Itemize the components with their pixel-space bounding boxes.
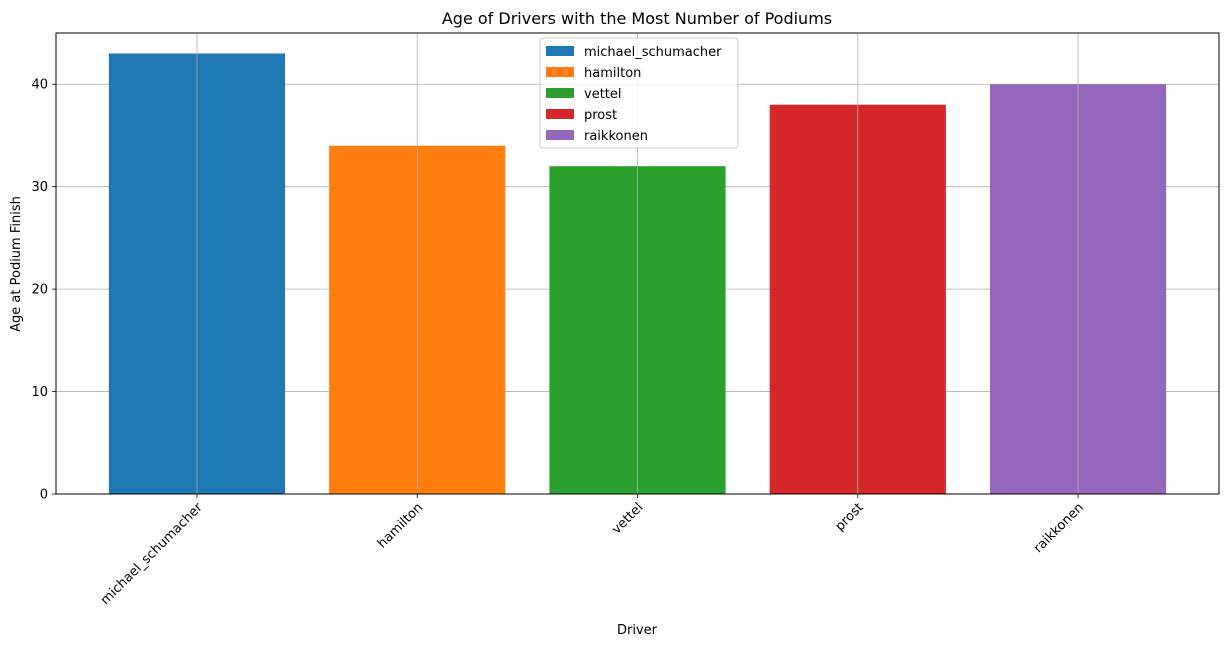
- x-tick-label: vettel: [609, 500, 646, 537]
- chart-title: Age of Drivers with the Most Number of P…: [442, 9, 832, 28]
- legend-box: [539, 37, 739, 149]
- y-tick-label: 30: [31, 180, 48, 195]
- legend: michael_schumacher hamilton vettel prost rai…: [539, 37, 739, 149]
- x-tick-label: michael_schumacher: [98, 500, 206, 608]
- legend-label: prost: [584, 108, 617, 123]
- legend-swatch-vettel: [546, 88, 574, 98]
- legend-label: michael_schumacher: [584, 45, 722, 60]
- y-tick-label: 20: [31, 283, 48, 298]
- legend-label: vettel: [584, 87, 622, 102]
- legend-swatch-hamilton: [546, 67, 574, 77]
- legend-swatch-michael_schumacher: [546, 46, 574, 56]
- x-tick-label: raikkonen: [1031, 500, 1087, 556]
- legend-label: hamilton: [584, 66, 641, 81]
- y-tick-label: 0: [40, 488, 48, 503]
- y-tick-label: 10: [31, 385, 48, 400]
- legend-swatch-raikkonen: [546, 130, 574, 140]
- x-tick-label: prost: [833, 500, 867, 534]
- legend-swatch-prost: [546, 109, 574, 119]
- y-axis-label: Age at Podium Finish: [9, 196, 24, 332]
- y-tick-label: 40: [31, 78, 48, 93]
- x-axis-ticks: michael_schumacher hamilton vettel prost rai…: [98, 494, 1087, 608]
- legend-label: raikkonen: [584, 129, 648, 144]
- vertical-grid-layer: [196, 33, 1079, 494]
- x-tick-label: hamilton: [375, 500, 426, 551]
- y-axis-ticks: 0 10 20 30 40: [31, 78, 56, 503]
- x-axis-label: Driver: [617, 623, 658, 638]
